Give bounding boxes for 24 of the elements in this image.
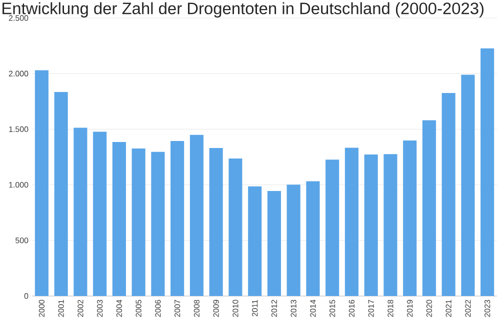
- bar: [112, 142, 126, 296]
- bar: [54, 92, 68, 296]
- bar: [461, 74, 475, 296]
- bar: [442, 92, 456, 296]
- bar: [93, 132, 107, 296]
- bar: [151, 152, 165, 296]
- bar: [209, 148, 223, 296]
- bar: [190, 134, 204, 296]
- bar: [364, 154, 378, 296]
- bar: [326, 160, 340, 296]
- bar: [248, 186, 262, 296]
- bar: [267, 191, 281, 296]
- bar: [480, 48, 494, 296]
- bar: [132, 148, 146, 296]
- bar: [384, 154, 398, 296]
- bar: [403, 140, 417, 296]
- bar: [34, 70, 48, 296]
- bar: [228, 158, 242, 296]
- bar: [286, 184, 300, 296]
- bar: [422, 120, 436, 296]
- bar: [344, 148, 358, 296]
- bar: [74, 128, 88, 296]
- bar: [170, 140, 184, 296]
- bar: [306, 181, 320, 296]
